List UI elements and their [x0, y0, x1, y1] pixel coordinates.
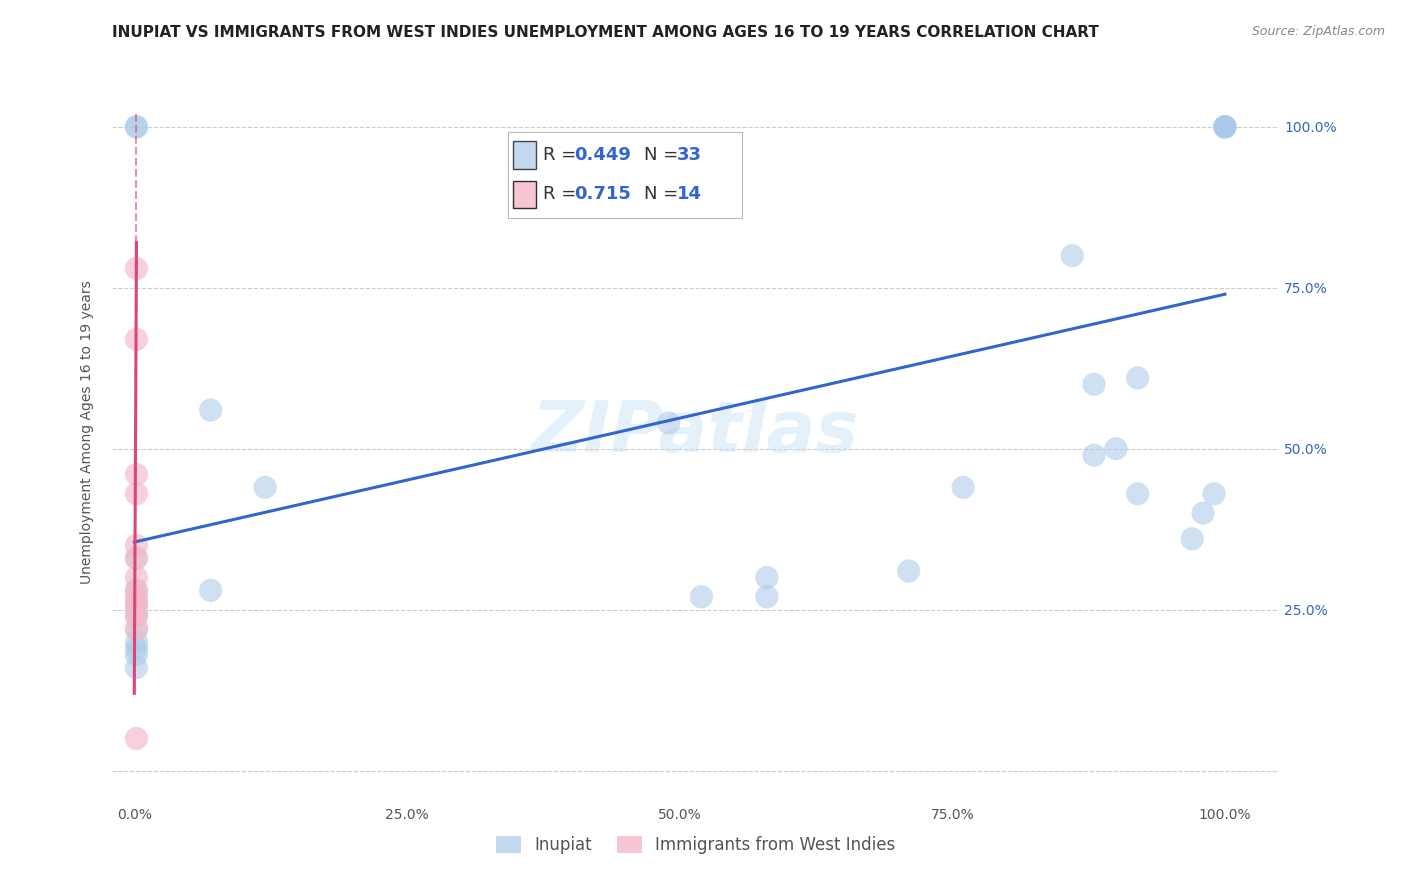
Point — [200, 403, 222, 417]
Point — [125, 596, 148, 610]
Point — [125, 609, 148, 624]
Text: 0.449: 0.449 — [574, 145, 630, 164]
FancyBboxPatch shape — [513, 141, 536, 169]
Point — [1192, 506, 1215, 520]
Y-axis label: Unemployment Among Ages 16 to 19 years: Unemployment Among Ages 16 to 19 years — [80, 281, 94, 584]
Point — [952, 480, 974, 494]
FancyBboxPatch shape — [513, 180, 536, 208]
Point — [254, 480, 277, 494]
Point — [125, 635, 148, 649]
Point — [125, 641, 148, 656]
Point — [125, 731, 148, 746]
Text: 0.715: 0.715 — [574, 186, 630, 203]
Point — [125, 120, 148, 134]
Text: ZIPatlas: ZIPatlas — [533, 398, 859, 467]
Text: R =: R = — [543, 186, 582, 203]
Point — [200, 583, 222, 598]
Point — [125, 590, 148, 604]
Point — [1202, 487, 1225, 501]
Point — [125, 596, 148, 610]
Text: N =: N = — [644, 186, 683, 203]
Point — [658, 416, 681, 430]
Text: INUPIAT VS IMMIGRANTS FROM WEST INDIES UNEMPLOYMENT AMONG AGES 16 TO 19 YEARS CO: INUPIAT VS IMMIGRANTS FROM WEST INDIES U… — [112, 26, 1099, 40]
Point — [125, 538, 148, 552]
Point — [1126, 487, 1149, 501]
Point — [755, 570, 778, 584]
Point — [125, 622, 148, 636]
Point — [125, 583, 148, 598]
Point — [125, 332, 148, 346]
Point — [1213, 120, 1236, 134]
Point — [125, 487, 148, 501]
Legend: Inupiat, Immigrants from West Indies: Inupiat, Immigrants from West Indies — [489, 830, 903, 861]
Point — [125, 551, 148, 566]
Point — [125, 551, 148, 566]
Point — [1213, 120, 1236, 134]
Text: N =: N = — [644, 145, 683, 164]
Point — [125, 570, 148, 584]
Point — [1213, 120, 1236, 134]
Point — [1083, 448, 1105, 462]
Point — [1105, 442, 1128, 456]
Point — [125, 609, 148, 624]
Point — [1126, 371, 1149, 385]
Text: R =: R = — [543, 145, 582, 164]
Point — [125, 583, 148, 598]
Point — [125, 622, 148, 636]
Point — [125, 120, 148, 134]
Text: 14: 14 — [676, 186, 702, 203]
Point — [897, 564, 920, 578]
Point — [125, 261, 148, 276]
Point — [125, 660, 148, 674]
Point — [125, 648, 148, 662]
Point — [690, 590, 713, 604]
Point — [1062, 249, 1084, 263]
Point — [1083, 377, 1105, 392]
Point — [125, 467, 148, 482]
Point — [755, 590, 778, 604]
Point — [1181, 532, 1204, 546]
Point — [1213, 120, 1236, 134]
Point — [125, 602, 148, 616]
Text: 33: 33 — [676, 145, 702, 164]
Text: Source: ZipAtlas.com: Source: ZipAtlas.com — [1251, 25, 1385, 38]
